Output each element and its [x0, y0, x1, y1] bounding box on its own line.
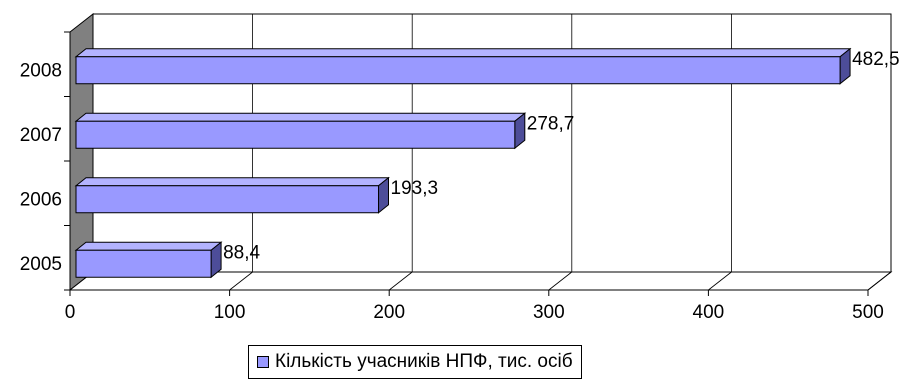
- bar-front-face: [75, 249, 212, 278]
- floor-grid-line: [548, 271, 573, 291]
- bar-front-face: [75, 56, 841, 85]
- bar: [74, 176, 390, 214]
- bar-front-face: [75, 185, 380, 214]
- x-tick-label: 500: [852, 302, 884, 323]
- data-label: 278,7: [527, 113, 575, 134]
- floor-grid-line: [867, 271, 892, 291]
- bar: [74, 241, 223, 279]
- bar: [74, 112, 527, 150]
- data-label: 193,3: [391, 178, 439, 199]
- floor-grid-line: [229, 271, 253, 291]
- bar-front-face: [75, 120, 516, 149]
- bars: [74, 47, 852, 279]
- x-tick-label: 100: [214, 302, 246, 323]
- data-labels: 88,4 193,3 278,7 482,5: [223, 49, 900, 264]
- x-tick-label: 0: [65, 302, 76, 323]
- bar-top-face: [74, 177, 390, 187]
- y-tick-label: 2005: [20, 254, 62, 275]
- floor-grid-line: [708, 271, 732, 291]
- x-tick-label: 400: [693, 302, 725, 323]
- bar: [74, 47, 852, 85]
- y-tick-label: 2006: [20, 189, 62, 210]
- data-label: 88,4: [223, 242, 260, 263]
- x-tick-label: 300: [533, 302, 565, 323]
- y-axis-tick-labels: 2005 2006 2007 2008: [20, 60, 62, 275]
- bar-top-face: [74, 112, 527, 122]
- legend-swatch: [257, 356, 269, 368]
- legend-label: Кількість учасників НПФ, тис. осіб: [275, 351, 573, 372]
- floor-grid-line: [388, 271, 413, 291]
- bar-top-face: [74, 241, 223, 251]
- y-tick-label: 2008: [20, 60, 62, 81]
- legend: Кількість учасників НПФ, тис. осіб: [248, 345, 582, 379]
- x-tick-label: 200: [373, 302, 405, 323]
- bar-chart: 88,4 193,3 278,7 482,5 2005 2006 2007 2008 0 10…: [20, 12, 900, 323]
- data-label: 482,5: [852, 49, 900, 70]
- x-axis-tick-labels: 0 100 200 300 400 500: [65, 302, 884, 323]
- bar-top-face: [74, 48, 852, 58]
- y-tick-label: 2007: [20, 125, 62, 146]
